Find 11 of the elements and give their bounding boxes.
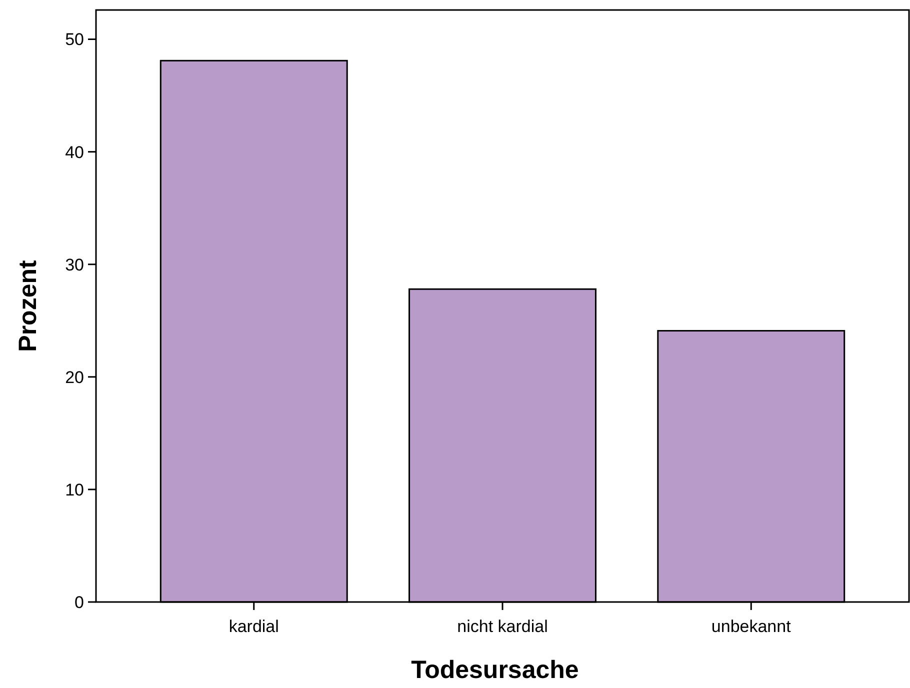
y-axis-title: Prozent — [14, 259, 42, 352]
y-tick-label: 10 — [65, 480, 84, 500]
x-axis-title: Todesursache — [411, 656, 579, 684]
y-tick-label: 50 — [65, 30, 84, 50]
y-tick-label: 30 — [65, 255, 84, 274]
x-tick-label: unbekannt — [711, 617, 792, 636]
x-tick-label: nicht kardial — [457, 617, 548, 636]
x-tick-label: kardial — [228, 617, 279, 636]
y-tick-label: 40 — [65, 142, 84, 162]
y-tick-label: 0 — [74, 592, 84, 612]
y-tick-label: 20 — [65, 368, 84, 387]
